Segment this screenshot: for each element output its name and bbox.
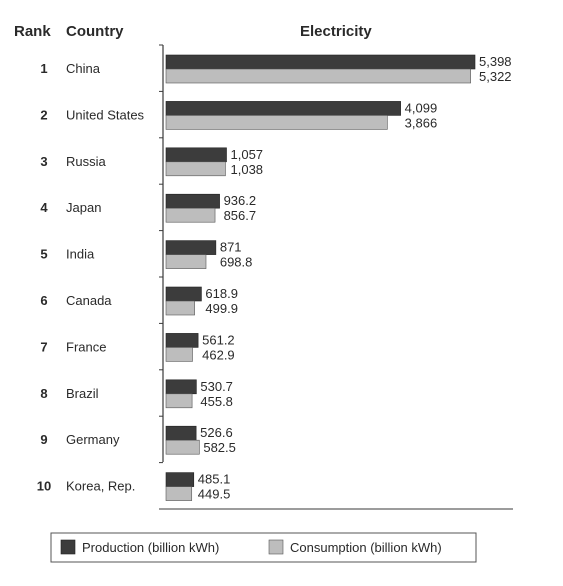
consumption-value-label: 5,322 bbox=[479, 69, 512, 84]
consumption-bar bbox=[165, 207, 216, 223]
consumption-value-label: 1,038 bbox=[231, 162, 264, 177]
rank-label: 9 bbox=[40, 432, 47, 447]
production-value-label: 485.1 bbox=[198, 472, 231, 487]
consumption-bar bbox=[165, 439, 200, 455]
rank-label: 7 bbox=[40, 339, 47, 354]
country-label: France bbox=[66, 339, 106, 354]
production-bar bbox=[165, 472, 195, 487]
production-bar bbox=[165, 101, 401, 116]
rank-label: 4 bbox=[40, 200, 48, 215]
consumption-bar bbox=[165, 486, 193, 501]
country-label: Brazil bbox=[66, 386, 99, 401]
consumption-bar bbox=[165, 347, 193, 362]
consumption-value-label: 499.9 bbox=[205, 301, 238, 316]
production-bar bbox=[165, 147, 227, 163]
legend-swatch-consumption bbox=[268, 539, 284, 555]
production-value-label: 526.6 bbox=[200, 425, 233, 440]
rank-label: 8 bbox=[40, 386, 47, 401]
rank-label: 10 bbox=[37, 479, 51, 494]
production-value-label: 4,099 bbox=[405, 100, 438, 115]
legend-label-production: Production (billion kWh) bbox=[82, 540, 219, 555]
consumption-value-label: 856.7 bbox=[224, 208, 257, 223]
production-bar bbox=[165, 193, 220, 209]
country-label: India bbox=[66, 247, 95, 262]
rank-label: 2 bbox=[40, 107, 47, 122]
production-bar bbox=[165, 379, 197, 395]
consumption-bar bbox=[165, 68, 471, 84]
consumption-value-label: 449.5 bbox=[198, 487, 231, 502]
rank-label: 3 bbox=[40, 154, 47, 169]
consumption-value-label: 455.8 bbox=[200, 394, 233, 409]
consumption-bar bbox=[165, 300, 195, 316]
production-value-label: 530.7 bbox=[200, 379, 233, 394]
production-value-label: 1,057 bbox=[231, 147, 264, 162]
country-label: China bbox=[66, 61, 101, 76]
consumption-value-label: 462.9 bbox=[202, 347, 235, 362]
legend-swatch-production bbox=[60, 539, 76, 555]
production-value-label: 871 bbox=[220, 240, 242, 255]
production-value-label: 5,398 bbox=[479, 54, 512, 69]
consumption-value-label: 582.5 bbox=[203, 440, 236, 455]
country-label: Japan bbox=[66, 200, 101, 215]
consumption-value-label: 3,866 bbox=[405, 115, 438, 130]
country-header: Country bbox=[66, 23, 124, 40]
consumption-value-label: 698.8 bbox=[220, 255, 253, 270]
consumption-bar bbox=[165, 161, 226, 177]
consumption-bar bbox=[165, 254, 207, 269]
production-bar bbox=[165, 54, 476, 70]
rank-label: 5 bbox=[40, 247, 47, 262]
country-label: Russia bbox=[66, 154, 107, 169]
chart-title: Electricity bbox=[300, 23, 372, 40]
consumption-bar bbox=[165, 393, 193, 409]
rank-label: 6 bbox=[40, 293, 47, 308]
production-bar bbox=[165, 333, 199, 348]
country-label: United States bbox=[66, 107, 145, 122]
production-value-label: 936.2 bbox=[224, 193, 257, 208]
production-bar bbox=[165, 286, 202, 302]
legend: Production (billion kWh) Consumption (bil… bbox=[50, 532, 477, 563]
legend-label-consumption: Consumption (billion kWh) bbox=[290, 540, 442, 555]
production-value-label: 561.2 bbox=[202, 332, 235, 347]
production-bar bbox=[165, 425, 197, 441]
country-label: Canada bbox=[66, 293, 112, 308]
country-label: Korea, Rep. bbox=[66, 479, 135, 494]
production-value-label: 618.9 bbox=[205, 286, 238, 301]
country-label: Germany bbox=[66, 432, 120, 447]
production-bar bbox=[165, 240, 217, 255]
consumption-bar bbox=[165, 115, 388, 130]
rank-label: 1 bbox=[40, 61, 47, 76]
legend-box bbox=[50, 532, 477, 563]
rank-header: Rank bbox=[14, 23, 51, 40]
